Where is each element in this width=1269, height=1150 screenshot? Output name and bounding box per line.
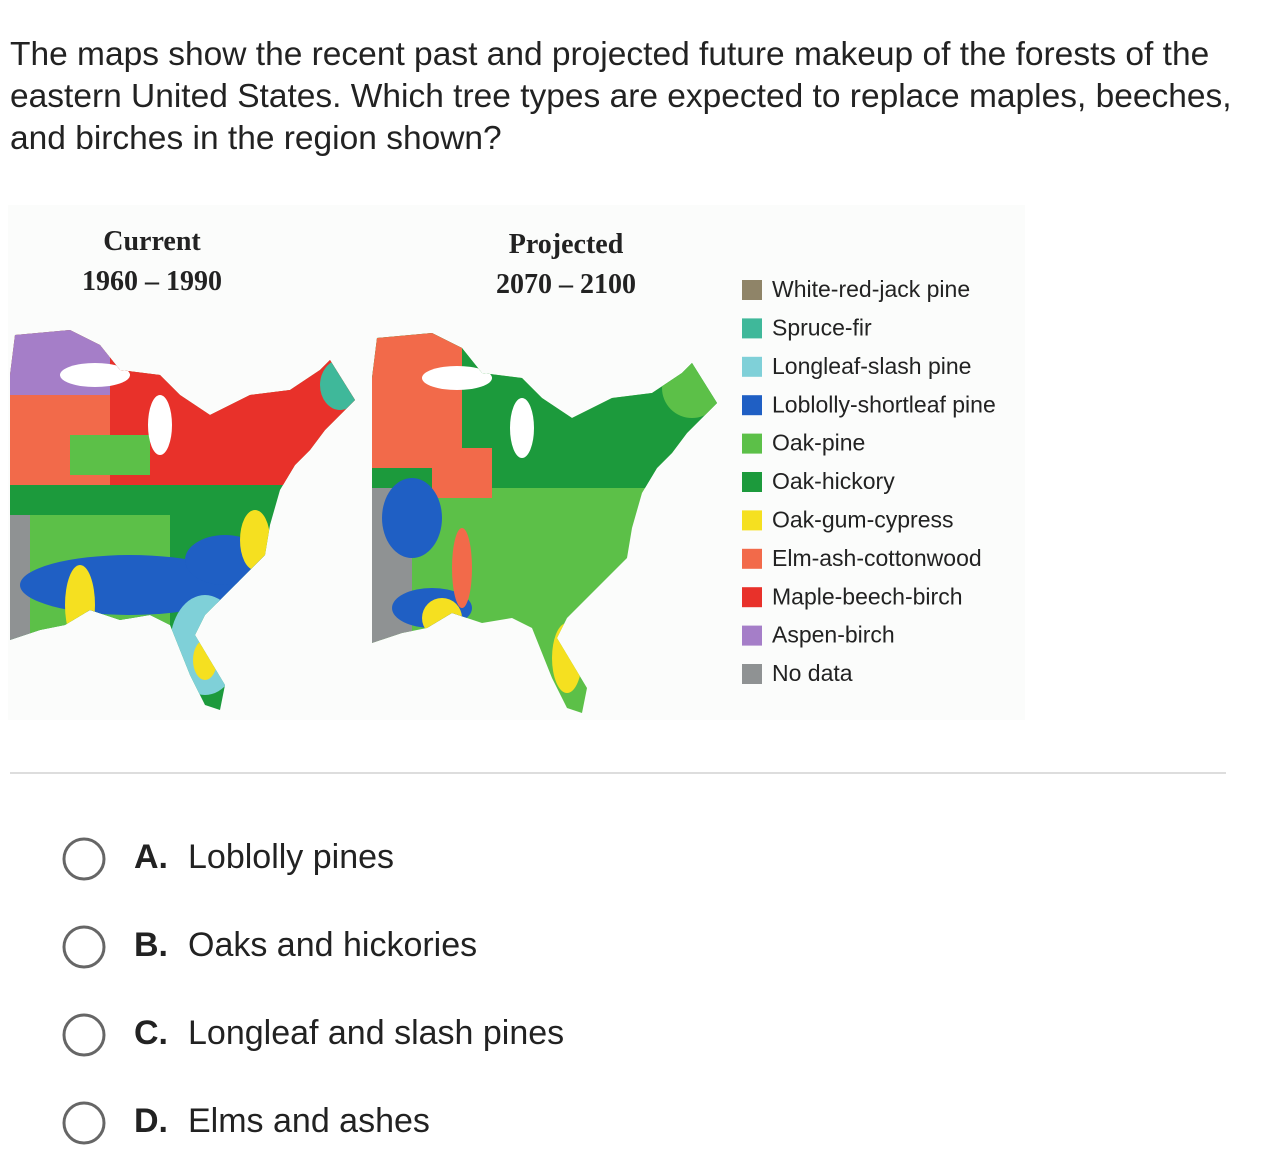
legend-swatch (742, 356, 762, 377)
legend-label: Loblolly-shortleaf pine (772, 391, 996, 417)
option-letter: D. (134, 1102, 168, 1140)
option-text: Longleaf and slash pines (188, 1014, 564, 1052)
options: A. Loblolly pines B. Oaks and hickories C. Lo… (62, 837, 564, 1145)
option-letter: B. (134, 926, 168, 964)
map-title: Projected (509, 229, 624, 260)
legend-label: Spruce-fir (772, 314, 872, 340)
answer-option[interactable]: B. Oaks and hickories (62, 925, 477, 969)
option-text: Loblolly pines (188, 838, 394, 876)
legend-label: White-red-jack pine (772, 276, 970, 302)
option-text: Oaks and hickories (188, 926, 477, 964)
legend-label: Aspen-birch (772, 622, 895, 648)
legend-label: Longleaf-slash pine (772, 353, 971, 379)
legend-swatch (742, 587, 762, 608)
question-text: The maps show the recent past and projec… (10, 36, 1232, 157)
radio-button[interactable] (62, 1013, 106, 1057)
legend-label: Oak-pine (772, 430, 865, 456)
legend-swatch (742, 664, 762, 684)
radio-button[interactable] (62, 925, 106, 969)
answer-option[interactable]: C. Longleaf and slash pines (62, 1013, 564, 1057)
legend-label: No data (772, 660, 853, 686)
legend-label: Elm-ash-cottonwood (772, 545, 982, 571)
legend-label: Oak-gum-cypress (772, 506, 953, 532)
legend-swatch (742, 318, 762, 339)
map-period: 2070 – 2100 (496, 269, 636, 300)
answer-option[interactable]: D. Elms and ashes (62, 1101, 430, 1145)
legend-swatch (742, 280, 762, 300)
answer-option[interactable]: A. Loblolly pines (62, 837, 394, 881)
map-period: 1960 – 1990 (82, 266, 222, 297)
legend-swatch (742, 510, 762, 531)
legend-label: Maple-beech-birch (772, 583, 962, 609)
option-letter: A. (134, 838, 168, 876)
radio-button[interactable] (62, 1101, 106, 1145)
legend-label: Oak-hickory (772, 468, 895, 494)
option-text: Elms and ashes (188, 1102, 430, 1140)
legend-swatch (742, 395, 762, 416)
radio-button[interactable] (62, 837, 106, 881)
legend-swatch (742, 625, 762, 646)
map-title: Current (103, 226, 201, 257)
option-letter: C. (134, 1014, 168, 1052)
legend: White-red-jack pine Spruce-fir Longleaf-sl… (742, 276, 996, 686)
legend-swatch (742, 548, 762, 569)
legend-swatch (742, 472, 762, 492)
legend-swatch (742, 433, 762, 454)
